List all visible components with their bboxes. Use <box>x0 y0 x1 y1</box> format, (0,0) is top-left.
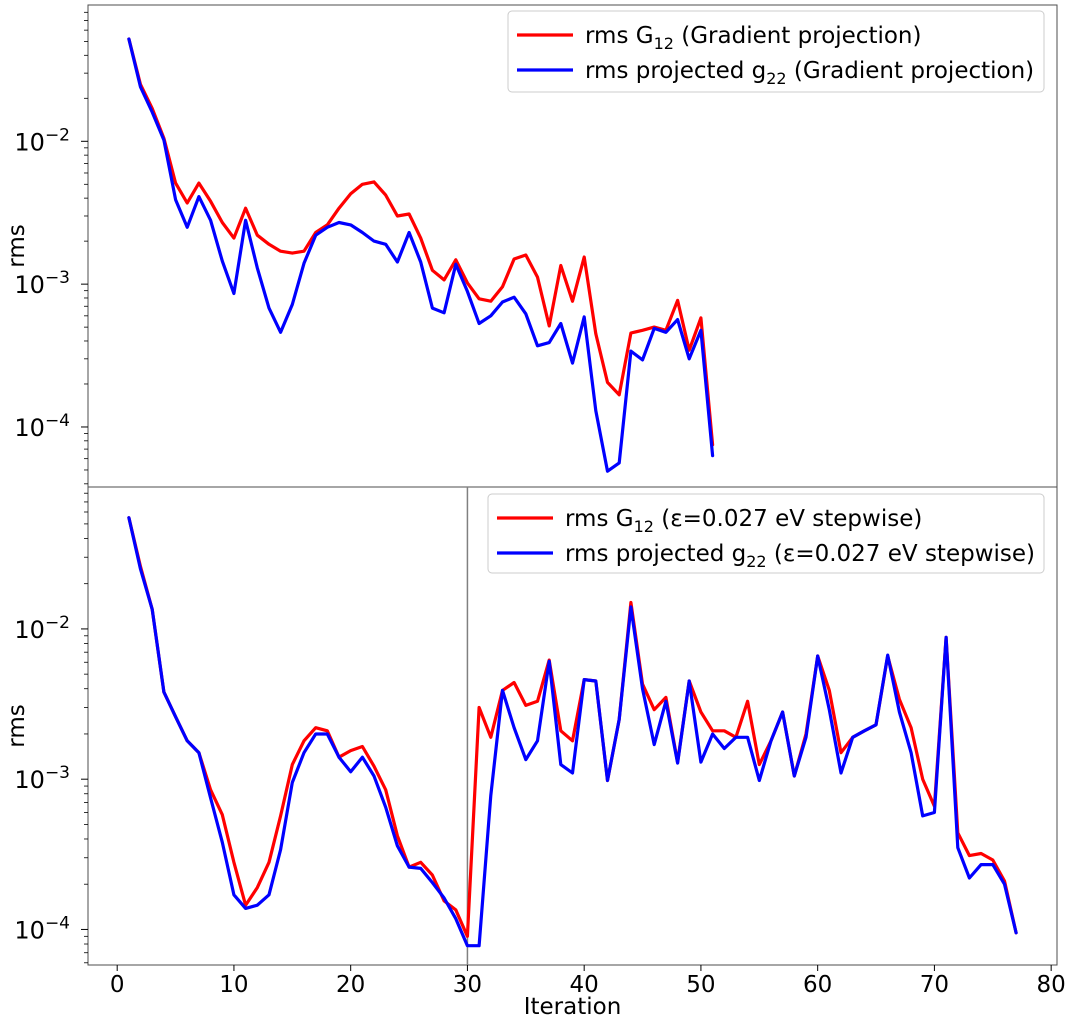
legend: rms G12 (Gradient projection) rms project… <box>507 10 1045 93</box>
legend-box <box>487 493 1045 574</box>
x-tick-label: 20 <box>336 972 365 998</box>
legend-label: rms G12 (Gradient projection) <box>585 23 921 53</box>
x-tick-label: 0 <box>110 972 125 998</box>
series-line <box>127 37 715 447</box>
y-minor-ticks <box>84 492 88 964</box>
series-line <box>127 516 1018 948</box>
axes-frame <box>87 486 1058 966</box>
x-tick-label: 70 <box>920 972 949 998</box>
legend-label: rms projected g22 (Gradient projection) <box>585 58 1034 88</box>
x-tick-label: 50 <box>686 972 715 998</box>
x-tick-label: 80 <box>1037 972 1065 998</box>
y-minor-ticks <box>84 11 88 485</box>
x-tick-label: 40 <box>570 972 599 998</box>
legend-label: rms projected g22 (ε=0.027 eV stepwise) <box>565 541 1035 571</box>
y-tick-label: 10−3 <box>14 763 70 794</box>
y-tick-label: 10−4 <box>14 411 70 442</box>
series-line <box>127 37 715 473</box>
legend: rms G12 (ε=0.027 eV stepwise) rms project… <box>487 493 1045 574</box>
y-tick-label: 10−2 <box>14 125 70 156</box>
y-axis-label: rms <box>4 704 30 747</box>
y-tick-label: 10−4 <box>14 913 70 944</box>
x-tick-label: 60 <box>803 972 832 998</box>
top-panel: 10−2 10−3 10−4 rms rms G12 (Gradient project… <box>4 4 1058 488</box>
legend-label: rms G12 (ε=0.027 eV stepwise) <box>565 506 922 536</box>
x-tick-label: 10 <box>219 972 248 998</box>
legend-box <box>507 10 1045 93</box>
y-tick-label: 10−2 <box>14 613 70 644</box>
x-tick-label: 30 <box>453 972 482 998</box>
x-axis-label: Iteration <box>524 994 622 1020</box>
y-axis-label: rms <box>4 224 30 267</box>
bottom-panel: 10−2 10−3 10−4 rms 0 10 20 30 40 50 60 70 80 Iteratio… <box>4 486 1065 1020</box>
y-tick-label: 10−3 <box>14 268 70 299</box>
